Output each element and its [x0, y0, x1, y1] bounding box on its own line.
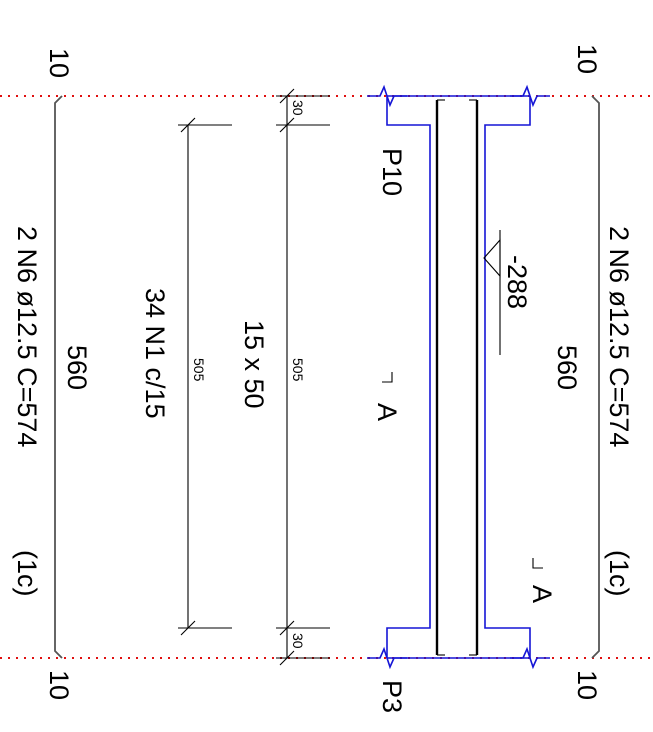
dimension-stirrup-zone	[178, 117, 232, 636]
dim-segment-length: 505	[290, 358, 306, 382]
beam-outline	[367, 84, 550, 670]
dim-top-left: 10	[44, 48, 74, 78]
pillar-end-label: P3	[377, 680, 407, 713]
dim-bottom-left: 10	[44, 670, 74, 700]
section-marker-right	[532, 558, 543, 569]
dim-stirrup-zone-length: 505	[191, 358, 207, 382]
rebar-bar-top	[591, 95, 600, 659]
dimension-beam-segments	[276, 88, 330, 666]
rebar-top-length: 560	[552, 345, 582, 390]
rebar-bottom-length: 560	[62, 345, 92, 390]
beam-rebar-lines	[435, 99, 479, 656]
rebar-bottom-layer: (1c)	[12, 550, 42, 597]
section-label-right: A	[527, 585, 557, 603]
rebar-bottom-description: 2 N6 ø12.5 C=574	[12, 226, 42, 447]
stirrup-description: 34 N1 c/15	[140, 288, 170, 419]
dim-top-right: 10	[572, 44, 602, 74]
section-label-left: A	[372, 403, 402, 421]
dim-segment-start: 30	[290, 100, 306, 116]
level-value: -288	[502, 255, 532, 309]
rebar-top-description: 2 N6 ø12.5 C=574	[604, 226, 634, 447]
dim-bottom-right: 10	[572, 670, 602, 700]
beam-section-size: 15 x 50	[239, 320, 269, 409]
level-marker	[483, 230, 501, 355]
rebar-bar-bottom	[54, 95, 63, 659]
rebar-top-layer: (1c)	[604, 550, 634, 597]
dim-segment-end: 30	[290, 633, 306, 649]
pillar-start-label: P10	[377, 148, 407, 196]
section-marker-left	[382, 372, 393, 383]
